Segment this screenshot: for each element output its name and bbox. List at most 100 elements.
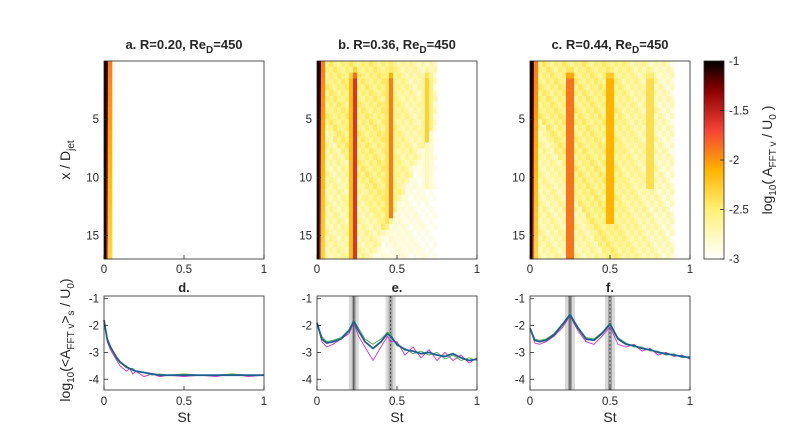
heatmap-cell: [646, 95, 651, 103]
heatmap-cell: [546, 119, 551, 126]
heatmap-cell: [670, 119, 675, 126]
heatmap-cell: [574, 142, 579, 149]
heatmap-cell: [554, 160, 559, 167]
heatmap-cell: [582, 206, 587, 213]
heatmap-cell: [353, 200, 358, 207]
panel-title-b: b. R=0.36, ReD=450: [338, 37, 456, 56]
heatmap-cell: [405, 154, 410, 161]
heatmap-cell: [538, 229, 543, 236]
heatmap-cell: [361, 136, 366, 143]
heatmap-cell: [369, 136, 374, 143]
heatmap-cell: [634, 189, 639, 196]
heatmap-cell: [377, 212, 382, 219]
heatmap-cell: [357, 253, 362, 260]
heatmap-cell: [377, 113, 382, 120]
heatmap-cell: [554, 142, 559, 149]
heatmap-cell: [534, 247, 539, 254]
heatmap-cell: [349, 171, 354, 178]
heatmap-cell: [610, 107, 615, 114]
heatmap-cell: [650, 189, 655, 196]
heatmap-cell: [397, 177, 402, 184]
heatmap-cell: [606, 95, 611, 103]
heatmap-cell: [562, 160, 567, 167]
heatmap-cell: [662, 136, 667, 143]
heatmap-cell: [321, 130, 326, 137]
heatmap-cell: [401, 90, 406, 97]
heatmap-cell: [566, 247, 571, 254]
heatmap-cell: [610, 218, 615, 225]
heatmap-cell: [654, 229, 659, 236]
heatmap-cell: [650, 160, 655, 167]
heatmap-cell: [341, 136, 346, 143]
heatmap-cell: [558, 119, 563, 126]
heatmap-cell: [634, 253, 639, 260]
heatmap-cell: [578, 125, 583, 132]
heatmap-cell: [654, 95, 659, 103]
heatmap-cell: [642, 177, 647, 184]
heatmap-cell: [582, 78, 587, 85]
heatmap-cell: [558, 189, 563, 196]
heatmap-cell: [590, 171, 595, 178]
heatmap-cell: [321, 212, 326, 219]
heatmap-cell: [638, 72, 643, 79]
heatmap-cell: [397, 113, 402, 120]
heatmap-cell: [329, 200, 334, 207]
heatmap-cell: [578, 171, 583, 178]
heatmap-cell: [618, 194, 623, 202]
heatmap-cell: [574, 90, 579, 97]
heatmap-cell: [658, 183, 663, 190]
heatmap-cell: [666, 200, 671, 207]
heatmap-cell: [566, 66, 571, 73]
heatmap-cell: [389, 130, 394, 137]
heatmap-cell: [546, 125, 551, 132]
heatmap-cell: [538, 72, 543, 79]
heatmap-cell: [638, 154, 643, 161]
heatmap-cell: [658, 241, 663, 248]
heatmap-cell: [325, 160, 330, 167]
heatmap-cell: [345, 90, 350, 97]
heatmap-cell: [345, 142, 350, 149]
heatmap-cell: [369, 107, 374, 114]
heatmap-cell: [534, 241, 539, 248]
xtick-label: 1: [261, 264, 267, 276]
heatmap-cell: [108, 177, 113, 184]
series-mean: [529, 313, 691, 359]
heatmap-cell: [670, 113, 675, 120]
heatmap-cell: [578, 61, 583, 68]
heatmap-cell: [582, 218, 587, 225]
heatmap-cell: [614, 107, 619, 114]
heatmap-cell: [534, 113, 539, 120]
heatmap-cell: [357, 154, 362, 161]
heatmap-cell: [578, 235, 583, 242]
heatmap-cell: [417, 224, 422, 231]
heatmap-cell: [654, 253, 659, 260]
heatmap-cell: [397, 154, 402, 161]
heatmap-cell: [405, 206, 410, 213]
heatmap-cell: [542, 235, 547, 242]
heatmap-cell: [329, 113, 334, 120]
heatmap-cell: [618, 66, 623, 73]
heatmap-cell: [389, 253, 394, 260]
heatmap-cell: [325, 224, 330, 231]
heatmap-cell: [602, 107, 607, 114]
heatmap-cell: [337, 241, 342, 248]
heatmap-cell: [670, 95, 675, 103]
heatmap-cell: [397, 183, 402, 190]
heatmap-cell: [401, 95, 406, 103]
heatmap-cell: [618, 206, 623, 213]
heatmap-cell: [634, 177, 639, 184]
heatmap-cell: [638, 171, 643, 178]
heatmap-cell: [574, 66, 579, 73]
heatmap-cell: [566, 61, 571, 68]
heatmap-cell: [108, 101, 113, 108]
heatmap-cell: [550, 235, 555, 242]
heatmap-cell: [353, 78, 358, 85]
heatmap-cell: [570, 194, 575, 202]
heatmap-cell: [534, 189, 539, 196]
heatmap-cell: [670, 206, 675, 213]
heatmap-cell: [345, 154, 350, 161]
heatmap-cell: [429, 61, 434, 68]
heatmap-cell: [325, 125, 330, 132]
heatmap-cell: [385, 235, 390, 242]
